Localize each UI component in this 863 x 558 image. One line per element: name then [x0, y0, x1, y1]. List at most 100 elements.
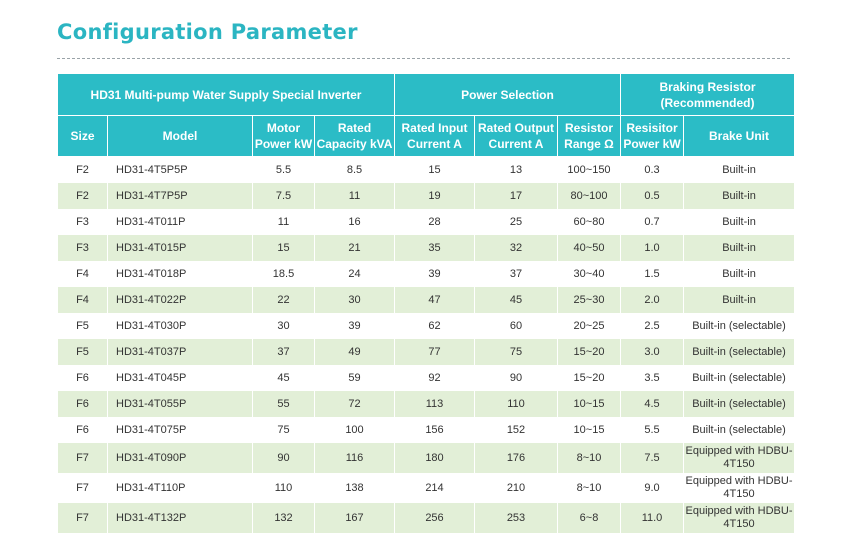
cell-rated-capacity: 16 [314, 209, 395, 235]
cell-resistor-range: 15~20 [557, 339, 621, 365]
cell-size: F7 [57, 443, 108, 473]
cell-size: F6 [57, 417, 108, 443]
cell-size: F5 [57, 313, 108, 339]
table-row: F5 HD31-4T030P 30 39 62 60 20~25 2.5 Built-in (s… [57, 313, 795, 339]
cell-rated-output-current: 253 [474, 503, 558, 533]
cell-resistor-power: 11.0 [620, 503, 684, 533]
cell-rated-capacity: 100 [314, 417, 395, 443]
cell-rated-output-current: 152 [474, 417, 558, 443]
cell-resistor-range: 40~50 [557, 235, 621, 261]
cell-brake-unit: Built-in [683, 287, 795, 313]
cell-rated-output-current: 75 [474, 339, 558, 365]
cell-rated-input-current: 39 [394, 261, 475, 287]
cell-brake-unit: Built-in (selectable) [683, 339, 795, 365]
cell-rated-output-current: 25 [474, 209, 558, 235]
cell-size: F2 [57, 156, 108, 183]
cell-rated-output-current: 110 [474, 391, 558, 417]
cell-brake-unit: Equipped with HDBU-4T150 [683, 443, 795, 473]
cell-rated-capacity: 72 [314, 391, 395, 417]
cell-size: F6 [57, 391, 108, 417]
table-row: F5 HD31-4T037P 37 49 77 75 15~20 3.0 Built-in (s… [57, 339, 795, 365]
table-body: F2 HD31-4T5P5P 5.5 8.5 15 13 100~150 0.3 Built-i… [57, 156, 795, 533]
cell-rated-input-current: 113 [394, 391, 475, 417]
cell-brake-unit: Built-in (selectable) [683, 313, 795, 339]
cell-rated-capacity: 138 [314, 473, 395, 503]
cell-model: HD31-4T022P [107, 287, 253, 313]
cell-resistor-power: 0.7 [620, 209, 684, 235]
cell-rated-input-current: 35 [394, 235, 475, 261]
cell-model: HD31-4T030P [107, 313, 253, 339]
cell-resistor-range: 8~10 [557, 443, 621, 473]
cell-rated-output-current: 210 [474, 473, 558, 503]
table-row: F7 HD31-4T110P 110 138 214 210 8~10 9.0 Equipped… [57, 473, 795, 503]
group-header-row: HD31 Multi-pump Water Supply Special Inv… [57, 73, 795, 116]
column-header-size: Size [57, 115, 108, 157]
cell-model: HD31-4T075P [107, 417, 253, 443]
table-row: F2 HD31-4T7P5P 7.5 11 19 17 80~100 0.5 Built-in [57, 183, 795, 209]
table-row: F2 HD31-4T5P5P 5.5 8.5 15 13 100~150 0.3 Built-i… [57, 156, 795, 183]
cell-resistor-power: 7.5 [620, 443, 684, 473]
cell-resistor-power: 2.0 [620, 287, 684, 313]
cell-rated-output-current: 60 [474, 313, 558, 339]
cell-rated-input-current: 214 [394, 473, 475, 503]
cell-rated-capacity: 30 [314, 287, 395, 313]
cell-resistor-range: 80~100 [557, 183, 621, 209]
title-divider [57, 58, 790, 59]
table-row: F3 HD31-4T011P 11 16 28 25 60~80 0.7 Built-in [57, 209, 795, 235]
cell-rated-capacity: 39 [314, 313, 395, 339]
cell-rated-input-current: 62 [394, 313, 475, 339]
cell-rated-capacity: 8.5 [314, 156, 395, 183]
cell-model: HD31-4T018P [107, 261, 253, 287]
column-header-rated-output-current: Rated Output Current A [474, 115, 558, 157]
cell-brake-unit: Equipped with HDBU-4T150 [683, 473, 795, 503]
cell-resistor-range: 15~20 [557, 365, 621, 391]
cell-rated-capacity: 21 [314, 235, 395, 261]
cell-brake-unit: Built-in [683, 261, 795, 287]
cell-model: HD31-4T055P [107, 391, 253, 417]
cell-rated-output-current: 37 [474, 261, 558, 287]
cell-brake-unit: Built-in [683, 156, 795, 183]
table-row: F6 HD31-4T055P 55 72 113 110 10~15 4.5 Built-in … [57, 391, 795, 417]
cell-rated-output-current: 176 [474, 443, 558, 473]
cell-resistor-power: 5.5 [620, 417, 684, 443]
cell-rated-capacity: 11 [314, 183, 395, 209]
cell-size: F5 [57, 339, 108, 365]
cell-size: F3 [57, 235, 108, 261]
column-header-rated-capacity: Rated Capacity kVA [314, 115, 395, 157]
cell-model: HD31-4T015P [107, 235, 253, 261]
cell-rated-output-current: 90 [474, 365, 558, 391]
column-header-brake-unit: Brake Unit [683, 115, 795, 157]
cell-size: F4 [57, 261, 108, 287]
cell-rated-output-current: 13 [474, 156, 558, 183]
cell-brake-unit: Built-in (selectable) [683, 417, 795, 443]
cell-resistor-power: 3.0 [620, 339, 684, 365]
cell-model: HD31-4T037P [107, 339, 253, 365]
cell-rated-capacity: 116 [314, 443, 395, 473]
cell-resistor-power: 4.5 [620, 391, 684, 417]
cell-resistor-power: 2.5 [620, 313, 684, 339]
cell-rated-output-current: 17 [474, 183, 558, 209]
column-header-rated-input-current: Rated Input Current A [394, 115, 475, 157]
cell-rated-input-current: 156 [394, 417, 475, 443]
cell-size: F3 [57, 209, 108, 235]
cell-resistor-range: 8~10 [557, 473, 621, 503]
cell-resistor-range: 25~30 [557, 287, 621, 313]
cell-rated-input-current: 15 [394, 156, 475, 183]
cell-brake-unit: Built-in [683, 235, 795, 261]
page-title: Configuration Parameter [57, 20, 358, 44]
cell-brake-unit: Equipped with HDBU-4T150 [683, 503, 795, 533]
table-row: F7 HD31-4T090P 90 116 180 176 8~10 7.5 Equipped … [57, 443, 795, 473]
cell-resistor-range: 6~8 [557, 503, 621, 533]
column-header-motor-power: Motor Power kW [252, 115, 315, 157]
cell-motor-power: 5.5 [252, 156, 315, 183]
cell-motor-power: 110 [252, 473, 315, 503]
cell-rated-input-current: 180 [394, 443, 475, 473]
cell-motor-power: 22 [252, 287, 315, 313]
cell-size: F2 [57, 183, 108, 209]
cell-rated-capacity: 59 [314, 365, 395, 391]
cell-model: HD31-4T110P [107, 473, 253, 503]
cell-model: HD31-4T045P [107, 365, 253, 391]
cell-rated-input-current: 256 [394, 503, 475, 533]
cell-resistor-range: 10~15 [557, 417, 621, 443]
cell-model: HD31-4T132P [107, 503, 253, 533]
